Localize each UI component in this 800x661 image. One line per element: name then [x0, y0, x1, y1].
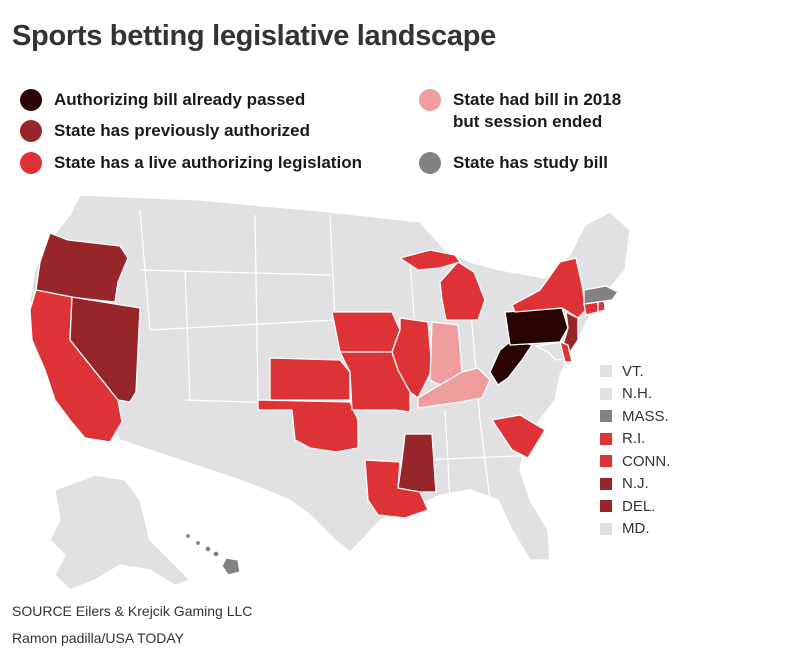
alaska — [49, 474, 191, 591]
small-state-label: R.I. — [622, 430, 646, 448]
small-state-conn: CONN. — [600, 450, 670, 473]
legend-item-previously: State has previously authorized — [20, 120, 310, 142]
legend-item-passed: Authorizing bill already passed — [20, 89, 305, 111]
small-state-label: N.H. — [622, 385, 652, 403]
source-note: SOURCE Eilers & Krejcik Gaming LLC — [12, 603, 253, 619]
legend-swatch — [20, 120, 42, 142]
hawaii — [184, 532, 241, 576]
state-kansas — [269, 357, 351, 401]
legend-item-live: State has a live authorizing legislation — [20, 152, 362, 174]
state-nevada — [69, 296, 141, 403]
state-kentucky — [417, 367, 491, 409]
state-louisiana — [364, 459, 429, 519]
credit-note: Ramon padilla/USA TODAY — [12, 630, 184, 646]
state-massachusetts — [583, 285, 619, 305]
small-state-swatch — [600, 365, 612, 378]
state-iowa — [331, 311, 401, 353]
state-mississippi — [397, 433, 437, 493]
state-oklahoma — [257, 399, 359, 453]
small-state-label: N.J. — [622, 475, 649, 493]
small-state-md: MD. — [600, 518, 670, 541]
small-state-del: DEL. — [600, 495, 670, 518]
legend-swatch — [20, 89, 42, 111]
legend-label: State has previously authorized — [54, 121, 311, 140]
small-state-label: CONN. — [622, 452, 671, 470]
small-state-label: MASS. — [622, 407, 669, 425]
small-state-swatch — [600, 410, 612, 423]
small-state-label: VT. — [622, 362, 644, 380]
small-state-swatch — [600, 522, 612, 535]
legend-label: State had bill in 2018 but session ended — [453, 90, 622, 131]
small-state-vt: VT. — [600, 360, 670, 383]
state-pennsylvania — [504, 307, 569, 346]
state-south-carolina — [491, 414, 546, 459]
state-illinois — [391, 317, 433, 399]
small-state-label: MD. — [622, 520, 650, 538]
state-delaware — [559, 341, 573, 363]
small-state-ri: R.I. — [600, 428, 670, 451]
small-state-swatch — [600, 432, 612, 445]
legend-swatch — [20, 152, 42, 174]
page-title: Sports betting legislative landscape — [12, 20, 496, 52]
legend-label: State has study bill — [453, 153, 608, 172]
small-state-nj: N.J. — [600, 473, 670, 496]
legend-label: State has a live authorizing legislation — [54, 153, 362, 172]
state-michigan-upper — [399, 249, 461, 271]
state-michigan — [439, 261, 486, 321]
state-west-virginia — [489, 339, 533, 386]
small-state-swatch — [600, 477, 612, 490]
legend-item-study: State has study bill — [419, 152, 608, 174]
small-state-swatch — [600, 455, 612, 468]
small-state-label: DEL. — [622, 497, 656, 515]
state-maryland — [535, 341, 569, 361]
legend-label: Authorizing bill already passed — [54, 90, 306, 109]
legend-swatch — [419, 152, 441, 174]
small-state-nh: N.H. — [600, 383, 670, 406]
legend-swatch — [419, 89, 441, 111]
small-state-swatch — [600, 387, 612, 400]
state-oregon — [35, 232, 129, 303]
small-state-swatch — [600, 500, 612, 513]
legend-item-ended: State had bill in 2018 but session ended — [419, 89, 621, 133]
small-states-key: VT. N.H. MASS. R.I. CONN. N.J. DEL. MD. — [600, 360, 670, 540]
small-state-mass: MASS. — [600, 405, 670, 428]
